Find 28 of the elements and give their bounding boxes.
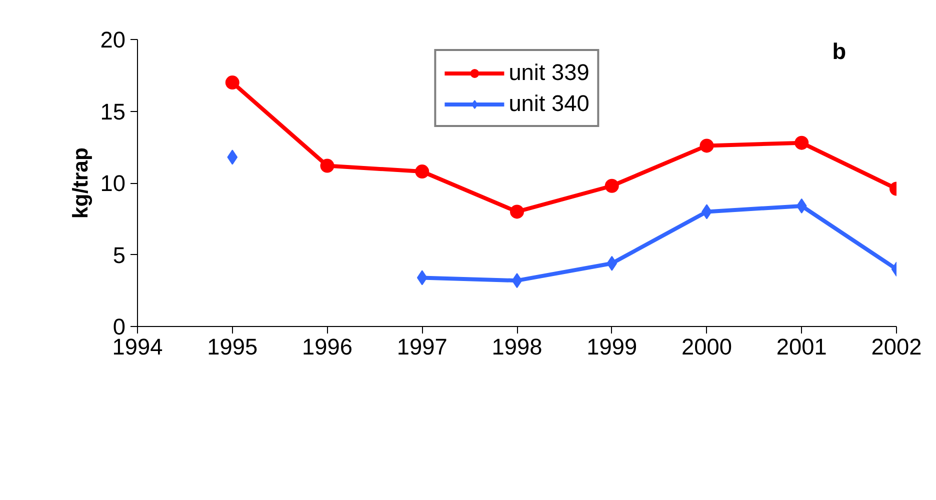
x-tick-label: 1995 xyxy=(207,334,258,360)
y-tick-label: 15 xyxy=(100,98,126,124)
point xyxy=(416,270,428,286)
legend-label: unit 340 xyxy=(508,90,590,117)
point xyxy=(794,136,809,150)
x-tick-label: 1999 xyxy=(586,334,638,360)
point xyxy=(225,76,240,90)
x-tick-label: 1996 xyxy=(302,334,352,360)
x-tick-label: 2002 xyxy=(871,334,922,360)
y-tick-label: 20 xyxy=(100,26,126,52)
point xyxy=(415,164,430,179)
point xyxy=(227,150,238,165)
point xyxy=(604,178,619,193)
x-tick-label: 2001 xyxy=(776,334,827,360)
point xyxy=(796,198,807,214)
y-tick-label: 5 xyxy=(112,242,126,268)
legend-label: unit 339 xyxy=(508,59,590,86)
x-tick-label: 1997 xyxy=(396,334,448,360)
y-tick-label: 10 xyxy=(100,170,126,196)
x-tick-label: 2000 xyxy=(682,334,732,360)
point xyxy=(512,273,522,288)
point xyxy=(510,204,524,219)
point xyxy=(700,138,714,153)
x-tick-label: 1998 xyxy=(492,334,542,360)
point xyxy=(606,256,618,271)
y-axis-title: kg/trap xyxy=(68,147,92,219)
point xyxy=(320,158,334,173)
annotation: b xyxy=(832,38,846,64)
